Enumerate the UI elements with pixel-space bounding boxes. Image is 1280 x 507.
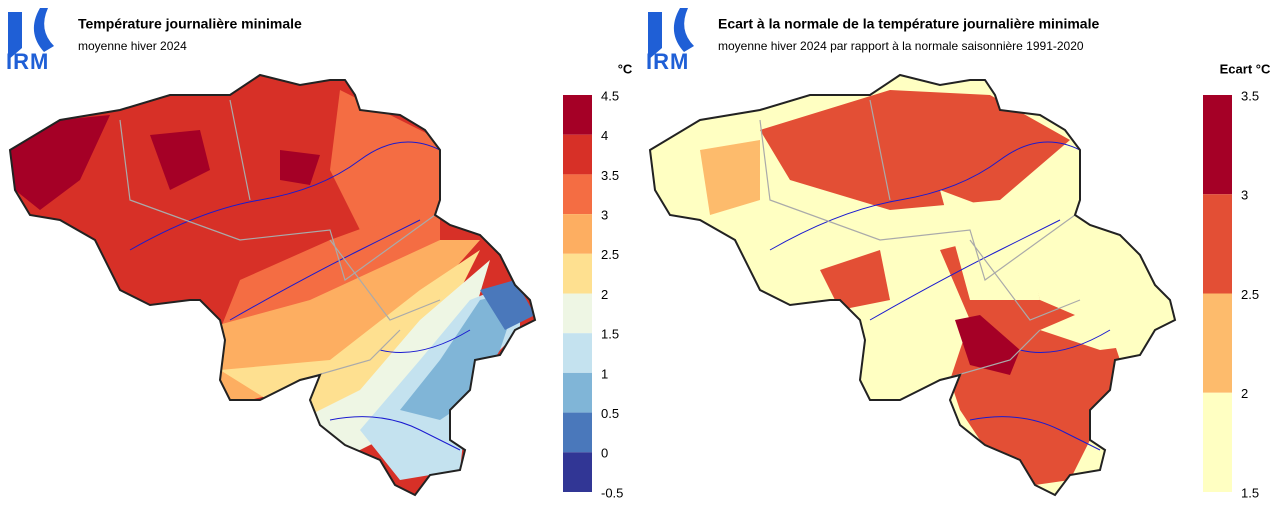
legend-swatch [563,412,592,453]
panel: IRM Ecart à la normale de la température… [646,8,1271,500]
title: Ecart à la normale de la température jou… [718,16,1099,32]
legend-swatch [563,214,592,254]
legend-tick-label: 1.5 [601,327,619,342]
map-zone [280,150,320,185]
province-border [759,99,1081,381]
map-zone [955,315,1020,375]
legend-unit: °C [618,61,633,76]
legend-swatch [563,293,592,334]
legend-tick-label: 3.5 [601,168,619,183]
map-zone [400,290,520,420]
legend-tick-label: 3.5 [1241,88,1259,103]
subtitle: moyenne hiver 2024 [78,39,187,53]
country-outline [648,73,1177,497]
map-zone [940,190,1040,300]
map-zone [150,130,210,190]
legend-tick-label: 0.5 [601,406,619,421]
river [769,141,1111,451]
legend-unit: Ecart °C [1220,61,1271,76]
legend-swatch [1203,293,1232,393]
map-zone [10,115,110,210]
legend-swatch [563,333,592,373]
province-border [119,99,441,381]
map [650,75,1175,495]
map-zone [700,140,760,215]
legend-swatch [563,134,592,175]
legend-swatch [1203,392,1232,492]
map-zone [330,90,440,230]
map-zone [650,75,1175,495]
legend-tick-label: 3 [1241,188,1248,203]
logo-text: IRM [646,49,689,74]
map-zone [300,260,490,460]
legend-swatch [563,452,592,492]
map-zone [820,250,890,310]
logo-mark [648,8,694,60]
legend-swatch [563,174,592,215]
legend-swatch [563,372,592,413]
map [10,75,535,495]
legend-tick-label: 3 [601,208,608,223]
logo-mark [8,8,54,60]
panel: IRM Température journalière minimale moy… [6,8,633,500]
legend-tick-label: 4 [601,128,608,143]
map-zone [760,90,1070,210]
title: Température journalière minimale [78,16,302,32]
legend-tick-label: 2 [601,287,608,302]
legend-tick-label: 2.5 [1241,287,1259,302]
legend-tick-label: 2 [1241,386,1248,401]
river [129,141,471,451]
legend-tick-label: 0 [601,446,608,461]
legend-tick-label: -0.5 [601,485,623,500]
map-zone [200,240,480,400]
legend-tick-label: 1.5 [1241,485,1259,500]
country-outline [8,73,537,497]
legend-swatch [1203,95,1232,195]
legend-swatch [563,253,592,294]
logo-text: IRM [6,49,49,74]
map-zone [1040,300,1160,350]
legend-tick-label: 1 [601,366,608,381]
subtitle: moyenne hiver 2024 par rapport à la norm… [718,39,1084,53]
map-zone [220,250,480,420]
legend-tick-label: 4.5 [601,88,619,103]
legend-swatch [563,95,592,135]
legend-swatch [1203,194,1232,294]
legend-tick-label: 2.5 [601,247,619,262]
